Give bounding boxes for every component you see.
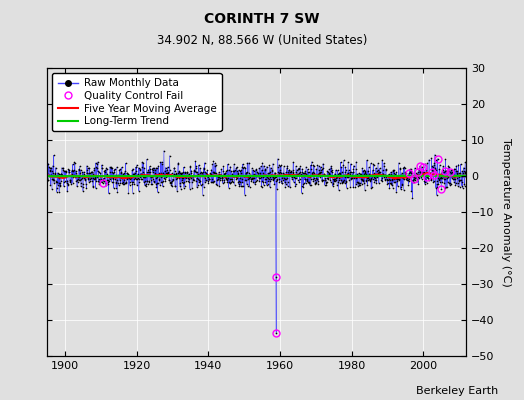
- Y-axis label: Temperature Anomaly (°C): Temperature Anomaly (°C): [501, 138, 511, 286]
- Text: 34.902 N, 88.566 W (United States): 34.902 N, 88.566 W (United States): [157, 34, 367, 47]
- Text: CORINTH 7 SW: CORINTH 7 SW: [204, 12, 320, 26]
- Legend: Raw Monthly Data, Quality Control Fail, Five Year Moving Average, Long-Term Tren: Raw Monthly Data, Quality Control Fail, …: [52, 73, 222, 132]
- Text: Berkeley Earth: Berkeley Earth: [416, 386, 498, 396]
